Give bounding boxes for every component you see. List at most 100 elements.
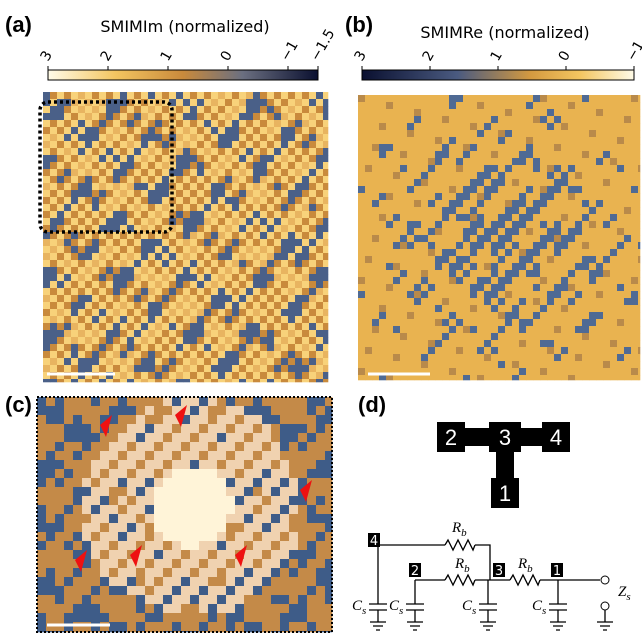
pixel [428,375,436,381]
pixel [379,137,387,145]
pixel [281,267,289,275]
pixel [298,595,308,605]
pixel [288,295,296,303]
pixel [372,200,380,208]
pixel [148,155,156,163]
pixel [225,288,233,296]
pixel [218,225,226,233]
pixel [288,113,296,121]
pixel [505,326,513,334]
pixel [211,239,219,247]
pixel [232,134,240,142]
pixel [183,267,191,275]
pixel [225,267,233,275]
pixel [120,260,128,268]
pixel [638,298,641,306]
subscript: b [461,527,467,539]
pixel [379,340,387,348]
pixel [484,193,492,201]
pixel [197,106,205,114]
pixel [148,148,156,156]
pixel [208,424,218,434]
pixel [134,183,142,191]
pixel [260,197,268,205]
pixel [589,207,597,215]
pixel [239,169,247,177]
pixel [246,246,254,254]
pixel [57,225,65,233]
pixel [163,487,173,497]
pixel [43,330,51,338]
pixel [298,424,308,434]
pixel [235,415,245,425]
pixel [358,270,366,278]
pixel [253,505,263,515]
pixel [190,514,200,524]
pixel [246,288,254,296]
pixel [610,186,618,194]
pixel [316,344,324,352]
pixel [568,102,576,110]
pixel [456,242,464,250]
pixel [190,267,198,275]
pixel [183,204,191,212]
pixel [92,218,100,226]
pixel [218,267,226,275]
pixel [505,116,513,124]
pixel [155,253,163,261]
pixel [561,249,569,257]
pixel [211,372,219,380]
pixel [533,186,541,194]
pixel [554,137,562,145]
pixel [533,102,541,110]
pixel [638,284,641,292]
pixel [78,302,86,310]
pixel [512,242,520,250]
pixel [526,256,534,264]
pixel [50,358,58,366]
pixel [46,559,56,569]
pixel [57,141,65,149]
pixel [64,365,72,373]
pixel [435,193,443,201]
pixel [176,246,184,254]
pixel [449,116,457,124]
pixel [145,523,155,533]
pixel [181,478,191,488]
pixel [309,183,317,191]
pixel [617,214,625,222]
pixel [400,130,408,138]
pixel [218,190,226,198]
pixel [596,151,604,159]
pixel [491,249,499,257]
pixel [477,354,485,362]
pixel [145,469,155,479]
pixel [379,235,387,243]
pixel [246,204,254,212]
pixel [100,604,110,614]
pixel [73,469,83,479]
pixel [163,406,173,416]
pixel [533,228,541,236]
pixel [169,113,177,121]
pixel [55,442,65,452]
colorbar-tick-label: 2 [98,48,116,64]
pixel [491,277,499,285]
pixel [169,295,177,303]
pixel [491,123,499,131]
pixel [568,312,576,320]
pixel [302,246,310,254]
pixel [498,172,506,180]
pixel [253,141,261,149]
pixel [50,218,58,226]
pixel [298,523,308,533]
pixel [554,221,562,229]
pixel [554,277,562,285]
pixel [145,478,155,488]
pixel [197,148,205,156]
pixel [260,134,268,142]
pixel [46,622,56,632]
pixel [260,330,268,338]
pixel [162,274,170,282]
pixel [638,361,641,369]
